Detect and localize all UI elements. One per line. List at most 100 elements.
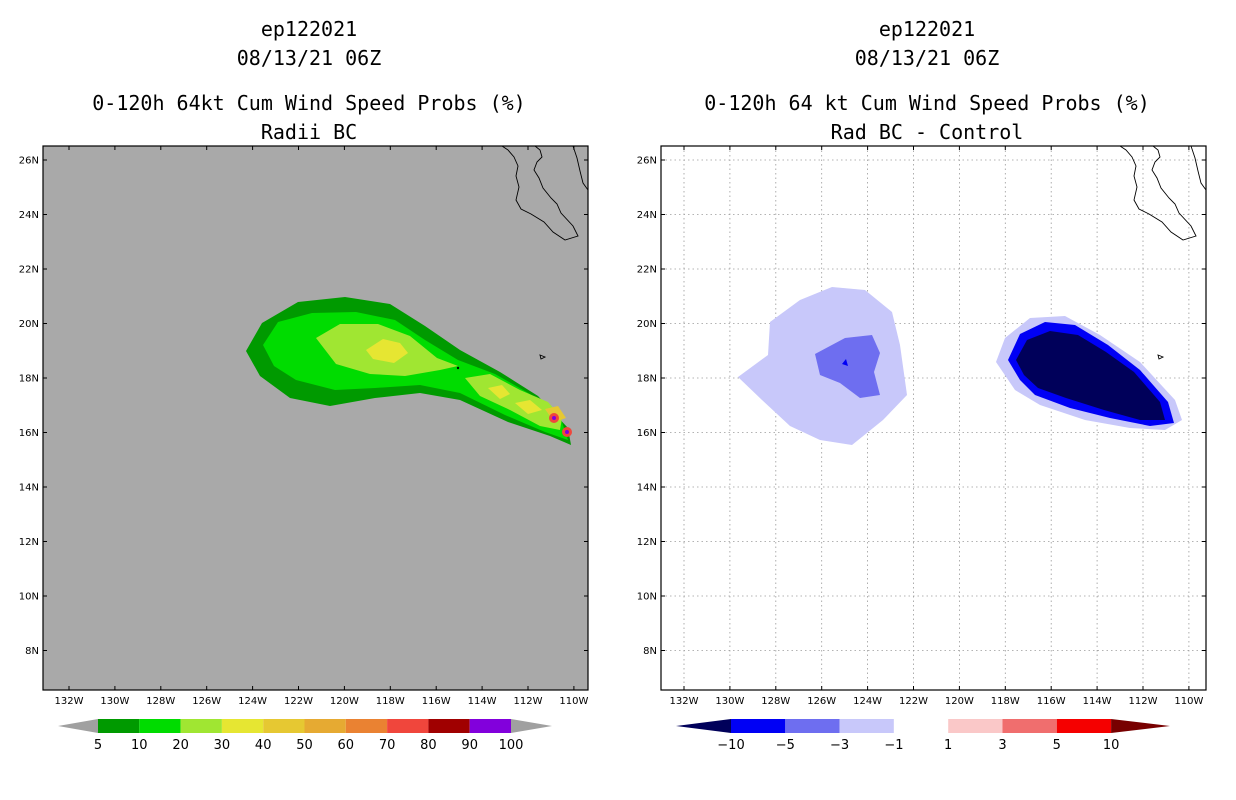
right-lat-label: 14N: [637, 483, 657, 494]
right-lat-label: 22N: [637, 265, 657, 276]
right-colorbar-label: −5: [776, 738, 795, 753]
right-colorbar-swatch: [785, 719, 840, 733]
right-lat-label: 20N: [637, 319, 657, 330]
left-lon-label: 112W: [514, 696, 543, 707]
left-colorbar-label: 90: [461, 738, 478, 753]
left-colorbar-label: 60: [338, 738, 355, 753]
left-colorbar-label: 100: [499, 738, 524, 753]
right-colorbar-label: 3: [998, 738, 1006, 753]
left-lat-label: 14N: [19, 483, 39, 494]
left-lon-label: 124W: [238, 696, 267, 707]
left-lat-label: 18N: [19, 374, 39, 385]
left-lon-label: 120W: [330, 696, 359, 707]
left-colorbar-swatch: [345, 719, 388, 733]
left-colorbar: 5 10 20 30 40 50 60 70 80 90 100: [58, 719, 552, 753]
left-lat-label: 8N: [25, 646, 39, 657]
left-colorbar-label: 30: [214, 738, 231, 753]
right-lon-label: 130W: [715, 696, 744, 707]
right-map-gridlines: [661, 146, 1206, 690]
left-lon-label: 122W: [284, 696, 313, 707]
left-colorbar-label: 70: [379, 738, 396, 753]
right-colorbar-label: −3: [830, 738, 849, 753]
left-lon-label: 116W: [422, 696, 451, 707]
right-axis-ticks: 26N 24N 22N 20N 18N 16N 14N 12N 10N 8N 132W 130W 128…: [637, 146, 1206, 707]
right-title-date: 08/13/21 06Z: [854, 46, 1000, 70]
right-colorbar-swatch: [1002, 719, 1057, 733]
right-colorbar-swatch: [731, 719, 786, 733]
right-lon-label: 132W: [670, 696, 699, 707]
right-lon-label: 116W: [1037, 696, 1066, 707]
left-lon-label: 118W: [376, 696, 405, 707]
right-lat-label: 18N: [637, 374, 657, 385]
left-colorbar-swatch: [139, 719, 181, 733]
right-lon-label: 118W: [991, 696, 1020, 707]
right-colorbar-label: 10: [1103, 738, 1120, 753]
right-lon-label: 112W: [1129, 696, 1158, 707]
right-difference-contours: [738, 287, 1182, 445]
left-lon-label: 126W: [192, 696, 221, 707]
right-colorbar-label: −1: [884, 738, 903, 753]
right-map: 26N 24N 22N 20N 18N 16N 14N 12N 10N 8N 132W 130W 128…: [637, 145, 1207, 707]
right-title-subtitle: Rad BC - Control: [830, 120, 1024, 144]
right-lon-label: 122W: [899, 696, 928, 707]
left-lon-label: 132W: [55, 696, 84, 707]
left-lat-label: 12N: [19, 537, 39, 548]
left-lat-label: 20N: [19, 319, 39, 330]
left-colorbar-swatch: [428, 719, 470, 733]
left-title-storm-id: ep122021: [260, 17, 358, 41]
left-axis-ticks: 26N 24N 22N 20N 18N 16N 14N 12N 10N 8N 132W 130W 128…: [19, 146, 588, 707]
left-lon-label: 130W: [100, 696, 129, 707]
right-lon-label: 128W: [761, 696, 790, 707]
right-lat-label: 26N: [637, 156, 657, 167]
right-map-frame: [660, 145, 1207, 691]
right-lon-label: 110W: [1174, 696, 1203, 707]
right-title-storm-id: ep122021: [878, 17, 976, 41]
left-colorbar-swatch: [98, 719, 140, 733]
left-lon-label: 114W: [468, 696, 497, 707]
left-title-date: 08/13/21 06Z: [236, 46, 382, 70]
left-colorbar-swatch: [180, 719, 222, 733]
left-colorbar-label: 80: [420, 738, 437, 753]
left-title-subtitle: Radii BC: [260, 120, 358, 144]
right-lat-label: 16N: [637, 428, 657, 439]
left-lat-label: 22N: [19, 265, 39, 276]
left-coastline: [501, 146, 588, 360]
left-colorbar-swatch: [304, 719, 346, 733]
left-colorbar-label: 5: [94, 738, 102, 753]
right-title-product: 0-120h 64 kt Cum Wind Speed Probs (%): [704, 91, 1150, 115]
right-lat-label: 24N: [637, 210, 657, 221]
left-colorbar-swatch: [387, 719, 429, 733]
left-colorbar-label: 40: [255, 738, 272, 753]
right-colorbar-swatch: [1056, 719, 1112, 733]
right-colorbar-high-arrow: [1111, 719, 1170, 733]
left-map-frame: [42, 145, 589, 691]
left-probability-swath: [246, 297, 572, 445]
right-lon-label: 124W: [853, 696, 882, 707]
left-lat-label: 26N: [19, 156, 39, 167]
left-colorbar-high-arrow: [511, 719, 552, 733]
right-lon-label: 126W: [807, 696, 836, 707]
right-lat-label: 10N: [637, 592, 657, 603]
left-lat-label: 16N: [19, 428, 39, 439]
right-colorbar: −10 −5 −3 −1 1 3 5 10: [676, 719, 1170, 753]
left-lat-label: 10N: [19, 592, 39, 603]
left-colorbar-label: 20: [172, 738, 189, 753]
left-map: 26N 24N 22N 20N 18N 16N 14N 12N 10N 8N 132W 130W 128…: [19, 145, 589, 707]
left-colorbar-low-arrow: [58, 719, 98, 733]
right-lat-label: 12N: [637, 537, 657, 548]
right-colorbar-low-arrow: [676, 719, 731, 733]
right-colorbar-swatch: [948, 719, 1003, 733]
left-colorbar-swatch: [263, 719, 305, 733]
right-lat-label: 8N: [643, 646, 657, 657]
left-title-product: 0-120h 64kt Cum Wind Speed Probs (%): [92, 91, 526, 115]
left-colorbar-swatch: [221, 719, 264, 733]
left-lon-label: 128W: [146, 696, 175, 707]
left-lon-label: 110W: [559, 696, 588, 707]
left-colorbar-label: 10: [131, 738, 148, 753]
left-colorbar-swatch: [469, 719, 511, 733]
left-colorbar-label: 50: [296, 738, 313, 753]
right-colorbar-label: 5: [1053, 738, 1061, 753]
right-coastline: [1119, 146, 1206, 360]
right-lon-label: 120W: [945, 696, 974, 707]
right-colorbar-label: −10: [717, 738, 744, 753]
